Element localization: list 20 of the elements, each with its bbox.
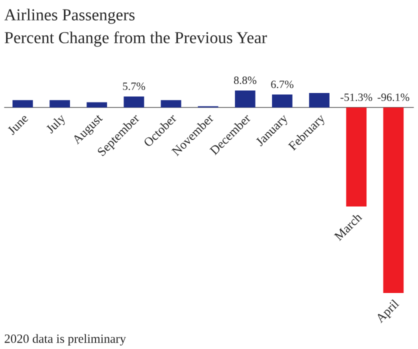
text: 2020 data is preliminary (4, 334, 126, 346)
bar (272, 94, 292, 108)
data-label: -96.1% (378, 94, 410, 102)
bar (50, 100, 70, 108)
chart-title: Airlines Passengers (4, 8, 135, 24)
data-label: 8.8% (234, 76, 256, 84)
data-label: 6.7% (271, 80, 294, 88)
data-label: -51.3% (340, 94, 372, 102)
bar (86, 102, 108, 108)
bar (160, 100, 182, 108)
bar (346, 107, 367, 206)
chart-subtitle: Percent Change from the Previous Year (4, 31, 267, 47)
x-tick-label: June (7, 114, 29, 136)
bar (309, 92, 330, 108)
data-label: 5.7% (123, 82, 146, 90)
bar (383, 107, 404, 293)
bar (12, 100, 33, 108)
bar (234, 90, 256, 108)
bar (124, 96, 144, 108)
x-tick-label: July (45, 113, 68, 136)
